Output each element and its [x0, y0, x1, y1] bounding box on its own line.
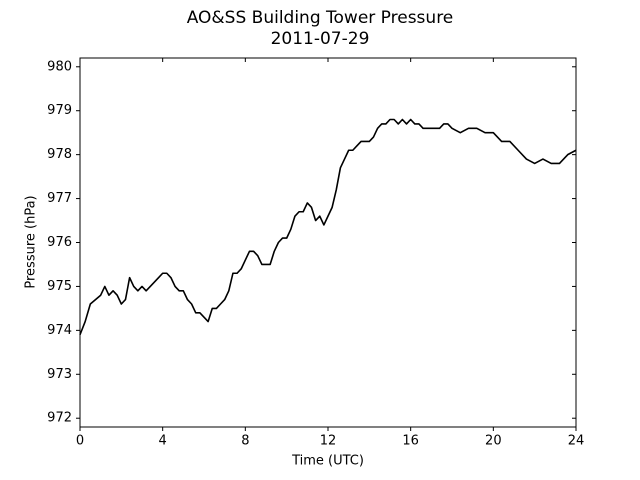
y-tick-label: 980 — [47, 59, 72, 74]
y-tick-label: 974 — [47, 323, 72, 338]
y-tick-label: 975 — [47, 279, 72, 294]
x-axis-label: Time (UTC) — [291, 454, 364, 469]
y-tick-label: 977 — [47, 191, 72, 206]
y-tick-label: 972 — [47, 411, 72, 426]
x-tick-label: 4 — [159, 434, 167, 449]
x-tick-label: 0 — [76, 434, 84, 449]
y-tick-label: 976 — [47, 235, 72, 250]
plot-frame — [79, 57, 577, 428]
y-axis-label: Pressure (hPa) — [24, 195, 39, 288]
y-tick-label: 973 — [47, 367, 72, 382]
y-tick-label: 978 — [47, 147, 72, 162]
x-tick-label: 16 — [402, 434, 419, 449]
y-tick-label: 979 — [47, 103, 72, 118]
x-tick-label: 24 — [568, 434, 585, 449]
chart-subtitle: 2011-07-29 — [271, 29, 370, 49]
chart-title: AO&SS Building Tower Pressure — [187, 8, 454, 28]
x-tick-label: 20 — [485, 434, 502, 449]
x-tick-label: 12 — [320, 434, 337, 449]
x-tick-label: 8 — [241, 434, 249, 449]
data-line — [79, 118, 577, 336]
